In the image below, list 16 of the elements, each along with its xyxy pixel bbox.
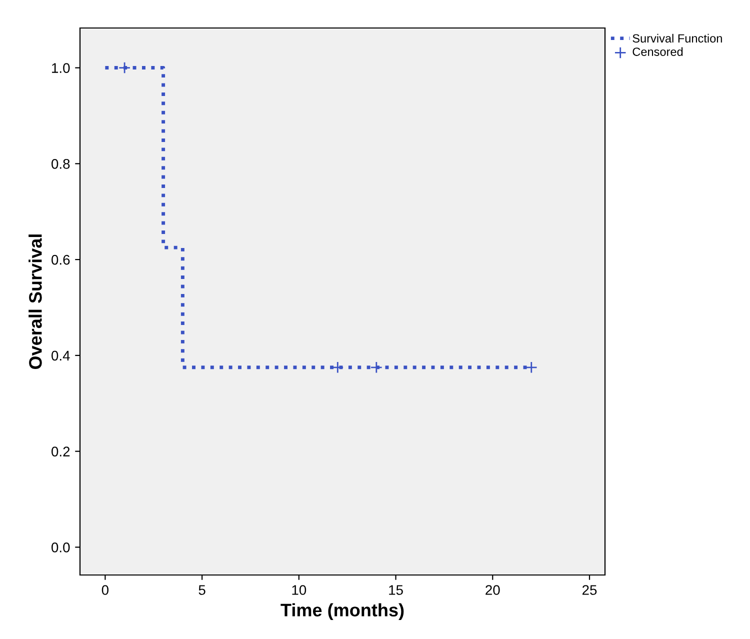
legend-label: Survival Function xyxy=(632,34,722,43)
x-axis-title: Time (months) xyxy=(280,603,404,620)
y-tick-label: 0.2 xyxy=(52,446,70,456)
x-tick-label: 0 xyxy=(102,585,109,595)
legend-label: Censored xyxy=(632,47,683,56)
y-tick-label: 0.4 xyxy=(52,350,70,361)
x-tick-label: 25 xyxy=(582,585,597,595)
y-tick-label: 0.6 xyxy=(52,254,70,265)
y-tick-label: 0.8 xyxy=(52,159,70,169)
y-tick-label: 0.0 xyxy=(52,542,70,552)
y-tick-label: 1.0 xyxy=(52,63,70,73)
x-tick-label: 5 xyxy=(198,585,206,595)
x-tick-label: 10 xyxy=(292,585,306,595)
x-tick-label: 15 xyxy=(389,585,403,595)
x-tick-label: 20 xyxy=(486,585,500,595)
y-axis-title: Overall Survival xyxy=(28,234,42,370)
